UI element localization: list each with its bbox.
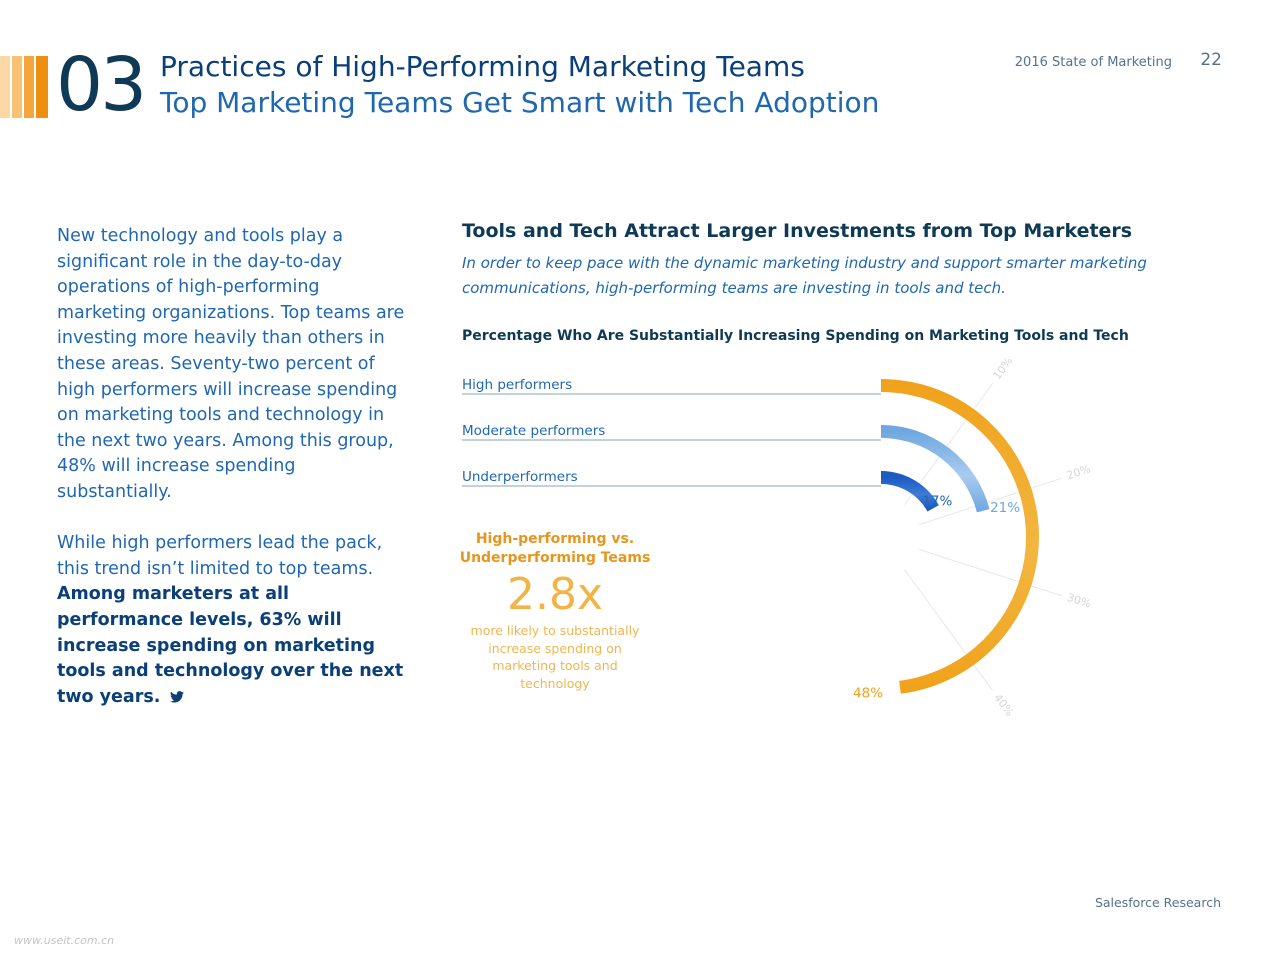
scale-tick-line: [918, 548, 1062, 597]
arc-bar: [880, 471, 939, 512]
category-label: Underperformers: [462, 469, 578, 485]
scale-tick-line: [918, 477, 1062, 526]
body-paragraph-2-intro: While high performers lead the pack, thi…: [57, 533, 383, 579]
scale-tick-label: 10%: [990, 355, 1015, 382]
category-label: Moderate performers: [462, 423, 605, 439]
scale-tick-label: 20%: [1065, 462, 1092, 482]
twitter-bird-icon[interactable]: [170, 686, 185, 703]
section-number: 03: [56, 42, 147, 128]
callout-multiplier: 2.8x: [506, 569, 603, 620]
scale-tick-label: 30%: [1065, 591, 1092, 611]
arc-bar: [880, 379, 1039, 694]
callout-text: more likely to substantially increase sp…: [470, 623, 640, 691]
body-paragraph-2-highlight: Among marketers at all performance level…: [57, 584, 404, 707]
callout-heading: High-performing vs. Underperforming Team…: [459, 531, 651, 566]
category-label: High performers: [462, 377, 572, 393]
page-number: 22: [1200, 50, 1222, 70]
watermark: www.useit.com.cn: [14, 934, 115, 947]
page-subtitle: Top Marketing Teams Get Smart with Tech …: [160, 86, 880, 119]
value-label: 17%: [922, 493, 952, 509]
value-label: 21%: [990, 500, 1020, 516]
body-paragraph-1: New technology and tools play a signific…: [57, 226, 405, 502]
arc-bar: [880, 425, 990, 513]
chart-heading: Percentage Who Are Substantially Increas…: [462, 328, 1129, 344]
footer-source: Salesforce Research: [1094, 895, 1221, 910]
report-name: 2016 State of Marketing: [1014, 55, 1172, 70]
scale-tick-line: [904, 569, 994, 692]
body-text: New technology and tools play a signific…: [57, 224, 407, 736]
body-paragraph-2: While high performers lead the pack, thi…: [57, 531, 407, 710]
comparison-callout: High-performing vs. Underperforming Team…: [455, 530, 655, 692]
chart-section-description: In order to keep pace with the dynamic m…: [462, 254, 1147, 297]
value-label: 48%: [853, 686, 883, 702]
scale-tick-label: 40%: [991, 691, 1016, 718]
chart-section-title: Tools and Tech Attract Larger Investment…: [462, 220, 1133, 242]
page-title: Practices of High-Performing Marketing T…: [160, 50, 805, 83]
